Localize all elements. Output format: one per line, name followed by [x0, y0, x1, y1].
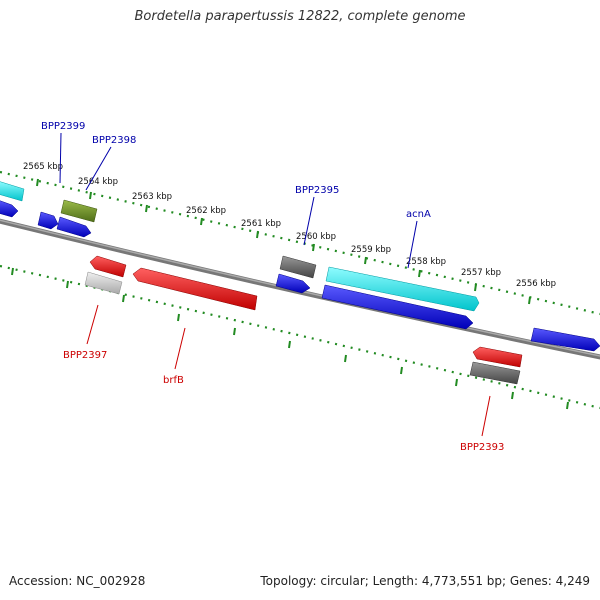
gene-blue[interactable] [530, 327, 600, 352]
tick-labels: 2565 kbp 2564 kbp 2563 kbp 2562 kbp 2561… [23, 162, 556, 289]
gene-lightgray[interactable] [84, 271, 123, 295]
leader-brfB [174, 327, 186, 370]
gene-label-acnA[interactable]: acnA [406, 209, 431, 220]
gene-cyan-left[interactable] [0, 181, 25, 202]
tick-label: 2557 kbp [461, 268, 501, 278]
gene-label-bpp2398[interactable]: BPP2398 [92, 135, 136, 146]
gene-blue[interactable] [37, 211, 59, 230]
leader-bpp2397 [86, 304, 99, 345]
gene-olive[interactable] [60, 199, 98, 223]
outer-major-ticks [36, 178, 531, 305]
genome-summary-text: Topology: circular; Length: 4,773,551 bp… [260, 574, 590, 588]
forward-genes-blue [0, 200, 600, 352]
gene-red-brfB[interactable] [132, 267, 258, 311]
gene-darkgray[interactable] [469, 361, 521, 385]
label-leaders [59, 132, 491, 437]
tick-label: 2563 kbp [132, 192, 172, 202]
gene-cyan-acnA[interactable] [325, 266, 480, 312]
gene-label-bpp2393[interactable]: BPP2393 [460, 442, 504, 453]
gene-label-brfB[interactable]: brfB [163, 375, 184, 386]
accession-text: Accession: NC_002928 [9, 574, 146, 588]
leader-acnA [407, 220, 418, 269]
tick-label: 2558 kbp [406, 257, 446, 267]
leader-bpp2398 [85, 146, 112, 191]
gene-labels: BPP2399 BPP2398 BPP2395 acnA BPP2397 brf… [41, 121, 504, 453]
gene-label-bpp2397[interactable]: BPP2397 [63, 350, 107, 361]
tick-label: 2560 kbp [296, 232, 336, 242]
tick-label: 2562 kbp [186, 206, 226, 216]
leader-bpp2393 [481, 395, 491, 437]
reverse-genes [84, 255, 523, 385]
gene-darkgray-bpp2395[interactable] [279, 255, 317, 279]
tick-label: 2559 kbp [351, 245, 391, 255]
gene-red[interactable] [89, 255, 127, 278]
gene-blue[interactable] [275, 273, 311, 294]
tick-label: 2556 kbp [516, 279, 556, 289]
tick-label: 2565 kbp [23, 162, 63, 172]
map-title: Bordetella parapertussis 12822, complete… [134, 9, 466, 24]
gene-label-bpp2395[interactable]: BPP2395 [295, 185, 339, 196]
leader-bpp2399 [59, 132, 62, 184]
gene-label-bpp2399[interactable]: BPP2399 [41, 121, 85, 132]
forward-genes [0, 181, 480, 312]
tick-label: 2564 kbp [78, 177, 118, 187]
gene-blue[interactable] [56, 216, 92, 238]
tick-label: 2561 kbp [241, 219, 281, 229]
leader-bpp2395 [303, 196, 315, 246]
gene-blue[interactable] [0, 200, 19, 218]
gene-red[interactable] [472, 346, 523, 368]
inner-major-ticks [11, 267, 569, 410]
gene-blue[interactable] [321, 284, 474, 330]
